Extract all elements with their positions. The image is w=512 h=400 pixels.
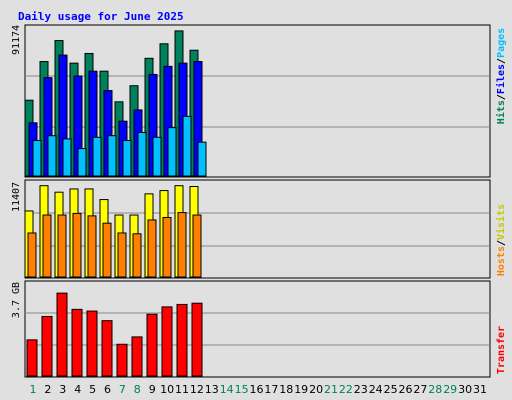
day-label-10: 10 xyxy=(160,383,174,396)
bar-hosts-day-2 xyxy=(42,214,52,278)
day-label-15: 15 xyxy=(235,383,249,396)
day-label-18: 18 xyxy=(279,383,293,396)
chart-title: Daily usage for June 2025 xyxy=(18,10,184,23)
bar-pages-day-4 xyxy=(77,148,87,177)
side-label-visits: Visits xyxy=(495,204,507,240)
day-label-1: 1 xyxy=(30,383,37,396)
day-label-26: 26 xyxy=(399,383,413,396)
side-label-separator: / xyxy=(496,58,507,64)
day-label-4: 4 xyxy=(74,383,81,396)
day-label-22: 22 xyxy=(339,383,353,396)
day-label-14: 14 xyxy=(220,383,234,396)
bar-pages-day-2 xyxy=(47,135,57,177)
day-label-27: 27 xyxy=(413,383,427,396)
day-label-2: 2 xyxy=(44,383,51,396)
bar-hosts-day-6 xyxy=(102,222,112,278)
bar-transfer-day-6 xyxy=(101,320,113,377)
bar-transfer-day-8 xyxy=(131,336,143,377)
day-label-7: 7 xyxy=(119,383,126,396)
bar-transfer-day-1 xyxy=(26,339,38,377)
bar-hosts-day-10 xyxy=(162,216,172,278)
bar-hosts-day-4 xyxy=(72,212,82,278)
side-label-separator: / xyxy=(496,240,507,246)
bar-pages-day-12 xyxy=(197,141,207,177)
day-label-3: 3 xyxy=(59,383,66,396)
side-label-files: Files xyxy=(495,64,507,94)
bar-transfer-day-7 xyxy=(116,343,128,377)
ymax-label-transfer: 3.7 GB xyxy=(11,282,22,318)
bar-transfer-day-11 xyxy=(176,303,188,377)
day-label-5: 5 xyxy=(89,383,96,396)
day-label-16: 16 xyxy=(250,383,264,396)
side-label-hosts: Hosts xyxy=(496,246,507,276)
day-label-6: 6 xyxy=(104,383,111,396)
day-label-25: 25 xyxy=(384,383,398,396)
bar-transfer-day-9 xyxy=(146,313,158,377)
bar-pages-day-7 xyxy=(122,140,132,177)
day-label-24: 24 xyxy=(369,383,383,396)
day-label-8: 8 xyxy=(134,383,141,396)
day-label-29: 29 xyxy=(443,383,457,396)
bar-hosts-day-3 xyxy=(57,214,67,278)
bar-pages-day-9 xyxy=(152,136,162,177)
side-label-transfer: Transfer xyxy=(496,326,507,374)
bar-hosts-day-12 xyxy=(192,214,202,278)
side-label-separator: / xyxy=(496,94,507,100)
day-label-31: 31 xyxy=(473,383,487,396)
day-label-13: 13 xyxy=(205,383,219,396)
bar-pages-day-11 xyxy=(182,115,192,177)
ymax-label-visits-hosts: 11407 xyxy=(11,182,22,212)
day-label-30: 30 xyxy=(458,383,472,396)
bar-hosts-day-8 xyxy=(132,233,142,278)
bar-transfer-day-10 xyxy=(161,306,173,377)
bar-transfer-day-4 xyxy=(71,308,83,377)
bar-pages-day-3 xyxy=(62,138,72,177)
bar-transfer-day-2 xyxy=(41,315,53,377)
day-label-11: 11 xyxy=(175,383,189,396)
bar-hosts-day-11 xyxy=(177,212,187,278)
bar-hosts-day-7 xyxy=(117,232,127,278)
bar-pages-day-5 xyxy=(92,136,102,177)
side-label-visits-hosts: Hosts/Visits xyxy=(495,204,507,276)
day-label-19: 19 xyxy=(294,383,308,396)
bar-transfer-day-3 xyxy=(56,292,68,377)
bar-hosts-day-1 xyxy=(27,232,37,278)
side-label-pages: Pages xyxy=(496,28,507,58)
day-label-12: 12 xyxy=(190,383,204,396)
ymax-label-hits-files-pages: 91174 xyxy=(11,25,22,55)
bar-pages-day-6 xyxy=(107,135,117,177)
bar-hosts-day-5 xyxy=(87,215,97,278)
side-label-hits: Hits xyxy=(495,100,507,124)
day-label-23: 23 xyxy=(354,383,368,396)
bar-pages-day-1 xyxy=(32,140,42,177)
bar-transfer-day-5 xyxy=(86,310,98,377)
day-label-28: 28 xyxy=(428,383,442,396)
side-label-hits-files-pages: Hits/Files/Pages xyxy=(495,28,507,124)
side-label-transfer: Transfer xyxy=(496,326,507,374)
bar-hosts-day-9 xyxy=(147,219,157,278)
day-label-20: 20 xyxy=(309,383,323,396)
day-label-17: 17 xyxy=(264,383,278,396)
bar-pages-day-10 xyxy=(167,127,177,177)
day-label-9: 9 xyxy=(149,383,156,396)
day-label-21: 21 xyxy=(324,383,338,396)
bar-transfer-day-12 xyxy=(191,302,203,377)
bar-pages-day-8 xyxy=(137,131,147,177)
